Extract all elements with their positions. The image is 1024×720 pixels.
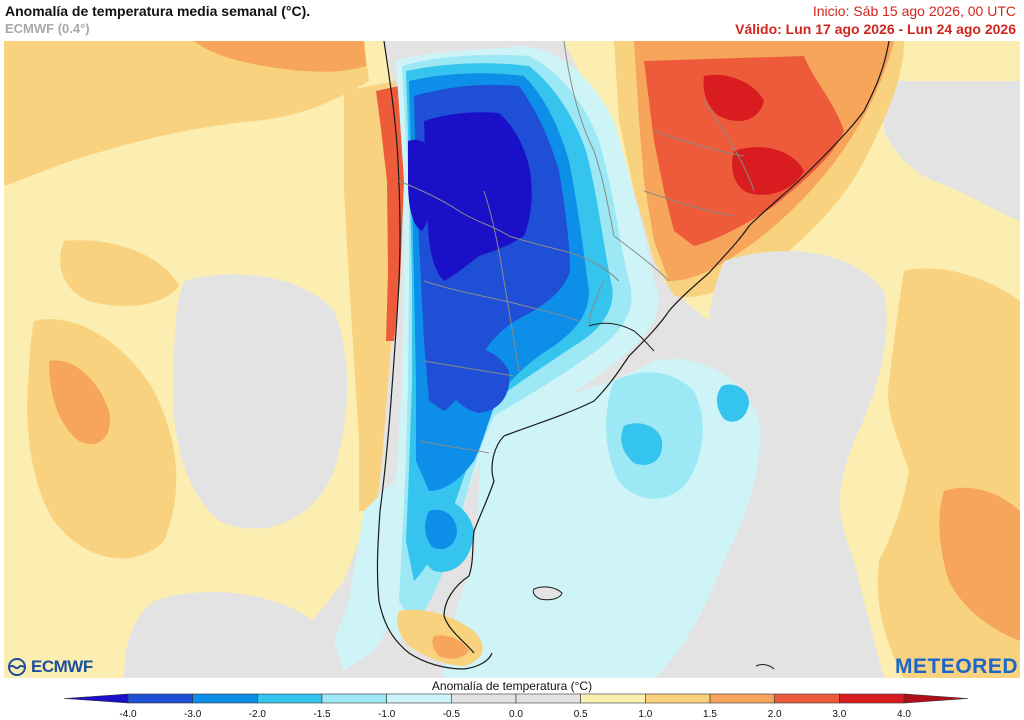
south-america-east-coastline [443, 41, 890, 654]
colorbar-tick-label: 2.0 [768, 709, 782, 720]
ecmwf-logo-text: ECMWF [31, 657, 93, 676]
colorbar-tick-label: -2.0 [249, 709, 267, 720]
atlantic-blue-spot-east [716, 384, 749, 422]
colorbar-segment [192, 693, 258, 704]
anomaly-map[interactable] [4, 41, 1020, 678]
colorbar-tick-label: 0.5 [574, 709, 588, 720]
colorbar-tick-label: -1.0 [378, 709, 396, 720]
meteored-logo: METEORED [894, 655, 1018, 678]
colorbar-segment [774, 693, 840, 704]
atlantic-neutral-east [884, 81, 1020, 221]
land-deep-blue [424, 112, 532, 281]
colorbar-tick-label: -0.5 [443, 709, 461, 720]
rio-de-la-plata-estuary [588, 322, 655, 352]
ecmwf-logo: ECMWF [6, 657, 93, 677]
init-time: Inicio: Sáb 15 ago 2026, 00 UTC [812, 3, 1016, 19]
colorbar-tick-label: 1.0 [638, 709, 652, 720]
ecmwf-wave-icon [8, 658, 26, 676]
pacific-warm-north [4, 41, 369, 186]
colorbar-segment [257, 693, 323, 704]
colorbar-tick-label: -3.0 [184, 709, 202, 720]
colorbar-tick-label: 3.0 [832, 709, 846, 720]
pacific-warm-west [60, 240, 179, 306]
south-america-west-coastline [376, 41, 493, 670]
map-canvas [4, 41, 1020, 678]
colorbar-segment [839, 693, 905, 704]
colorbar-title: Anomalía de temperatura (°C) [431, 679, 593, 693]
pacific-neutral-pocket [173, 274, 348, 529]
brazil-deep-red-south [732, 147, 804, 195]
colorbar-tick-label: -4.0 [119, 709, 137, 720]
colorbar-segment [451, 693, 517, 704]
brazil-deep-red [703, 74, 764, 121]
atlantic-blue-spot [621, 423, 663, 465]
colorbar-tick-label: 1.5 [703, 709, 717, 720]
colorbar-tick-label: -1.5 [313, 709, 331, 720]
colorbar-tick-label: 4.0 [897, 709, 911, 720]
model-label: ECMWF (0.4°) [5, 21, 90, 36]
colorbar-arrow-low [63, 693, 129, 704]
colorbar-segment [645, 693, 711, 704]
valid-period: Válido: Lun 17 ago 2026 - Lun 24 ago 202… [735, 21, 1016, 37]
pacific-neutral-south [124, 592, 324, 678]
colorbar-segment [709, 693, 775, 704]
colorbar-segment [580, 693, 646, 704]
pacific-orange-north [194, 41, 366, 72]
colorbar-segment [321, 693, 387, 704]
colorbar-segment [127, 693, 193, 704]
pacific-orange-southwest [49, 360, 110, 445]
colorbar-segment [386, 693, 452, 704]
argentina-deep-blue-west [408, 139, 437, 231]
tierra-del-fuego-orange [432, 635, 469, 659]
colorbar-arrow-high [903, 693, 969, 704]
country-borders [398, 41, 755, 454]
argentina-dark-blue-south [444, 347, 510, 413]
patagonia-blue-spot [425, 509, 457, 550]
atlantic-orange-east [939, 487, 1020, 641]
colorbar-tick-label: 0.0 [509, 709, 523, 720]
map-title: Anomalía de temperatura media semanal (°… [5, 3, 311, 19]
temperature-colorbar: -4.0 -3.0 -2.0 -1.5 -1.0 -0.5 0.0 0.5 1.0 1.5 2.0 3… [63, 693, 969, 720]
colorbar-segment [515, 693, 581, 704]
south-georgia-island [755, 664, 775, 670]
falkland-islands [532, 586, 563, 601]
